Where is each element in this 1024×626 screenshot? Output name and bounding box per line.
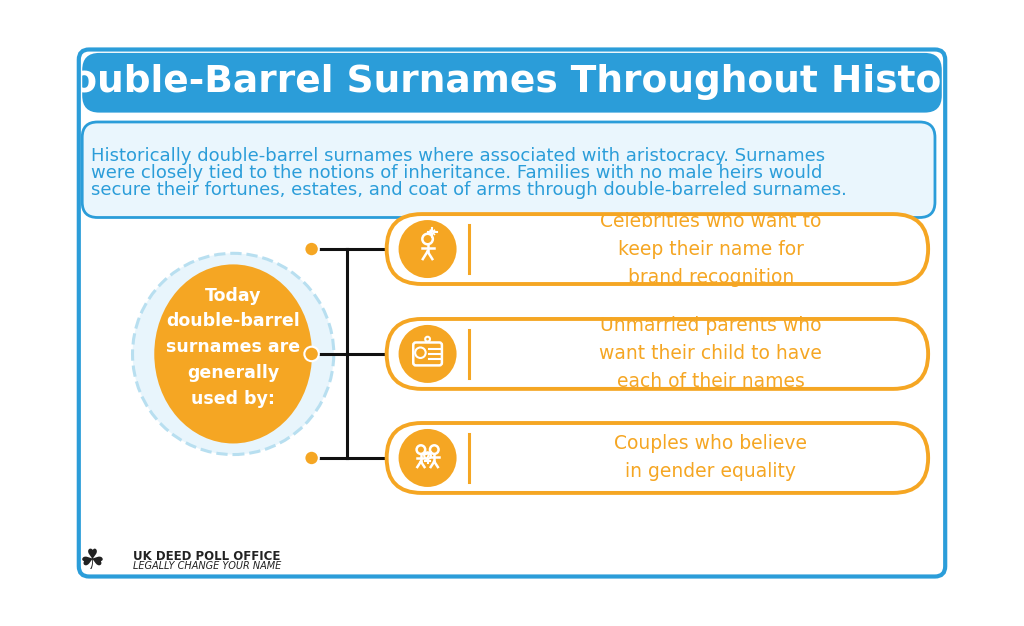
Text: ☘: ☘ bbox=[80, 547, 104, 575]
Text: Today
double-barrel
surnames are
generally
used by:: Today double-barrel surnames are general… bbox=[166, 287, 300, 408]
Text: Historically double-barrel surnames where associated with aristocracy. Surnames: Historically double-barrel surnames wher… bbox=[91, 147, 825, 165]
Text: Double-Barrel Surnames Throughout History: Double-Barrel Surnames Throughout Histor… bbox=[40, 64, 984, 100]
FancyBboxPatch shape bbox=[82, 122, 935, 217]
Circle shape bbox=[304, 451, 318, 465]
Text: Celebrities who want to
keep their name for
brand recognition: Celebrities who want to keep their name … bbox=[600, 212, 821, 287]
FancyBboxPatch shape bbox=[82, 53, 942, 113]
Text: Couples who believe
in gender equality: Couples who believe in gender equality bbox=[614, 434, 807, 481]
Circle shape bbox=[304, 242, 318, 256]
FancyBboxPatch shape bbox=[387, 319, 928, 389]
Circle shape bbox=[398, 429, 457, 487]
Circle shape bbox=[304, 347, 318, 361]
FancyBboxPatch shape bbox=[387, 214, 928, 284]
Text: LEGALLY CHANGE YOUR NAME: LEGALLY CHANGE YOUR NAME bbox=[133, 562, 282, 572]
Circle shape bbox=[398, 220, 457, 278]
FancyBboxPatch shape bbox=[387, 423, 928, 493]
Ellipse shape bbox=[155, 264, 312, 443]
Text: were closely tied to the notions of inheritance. Families with no male heirs wou: were closely tied to the notions of inhe… bbox=[91, 164, 822, 182]
Text: secure their fortunes, estates, and coat of arms through double-barreled surname: secure their fortunes, estates, and coat… bbox=[91, 181, 847, 199]
Circle shape bbox=[132, 254, 334, 454]
Text: UK DEED POLL OFFICE: UK DEED POLL OFFICE bbox=[133, 550, 281, 563]
Text: Unmarried parents who
want their child to have
each of their names: Unmarried parents who want their child t… bbox=[599, 316, 822, 391]
Circle shape bbox=[398, 325, 457, 383]
